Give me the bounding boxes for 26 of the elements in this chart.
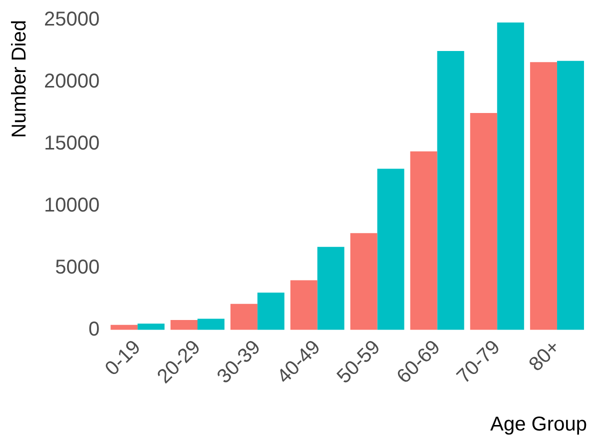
bar bbox=[377, 168, 404, 330]
y-tick-label: 25000 bbox=[44, 8, 100, 31]
bar bbox=[350, 233, 378, 330]
bar bbox=[497, 22, 524, 330]
bar bbox=[317, 246, 344, 330]
bar bbox=[257, 292, 284, 330]
x-tick-label: 0-19 bbox=[101, 336, 146, 380]
y-tick-label: 5000 bbox=[55, 256, 100, 278]
x-tick-label: 80+ bbox=[524, 336, 564, 376]
y-tick-label: 10000 bbox=[44, 194, 100, 216]
bar bbox=[290, 280, 318, 330]
y-tick-label: 20000 bbox=[44, 70, 100, 92]
bar bbox=[410, 151, 438, 330]
bar bbox=[170, 320, 198, 330]
bar bbox=[557, 60, 584, 330]
bar bbox=[110, 324, 138, 330]
y-axis-title: Number Died bbox=[8, 20, 31, 138]
bar bbox=[230, 304, 258, 330]
bar bbox=[198, 318, 224, 330]
bar bbox=[138, 324, 165, 330]
bar bbox=[470, 112, 498, 330]
bar bbox=[437, 50, 464, 330]
y-tick-label: 0 bbox=[88, 318, 100, 340]
x-axis-title: Age Group bbox=[490, 414, 587, 436]
bar bbox=[530, 62, 558, 330]
y-tick-label: 15000 bbox=[44, 132, 100, 154]
